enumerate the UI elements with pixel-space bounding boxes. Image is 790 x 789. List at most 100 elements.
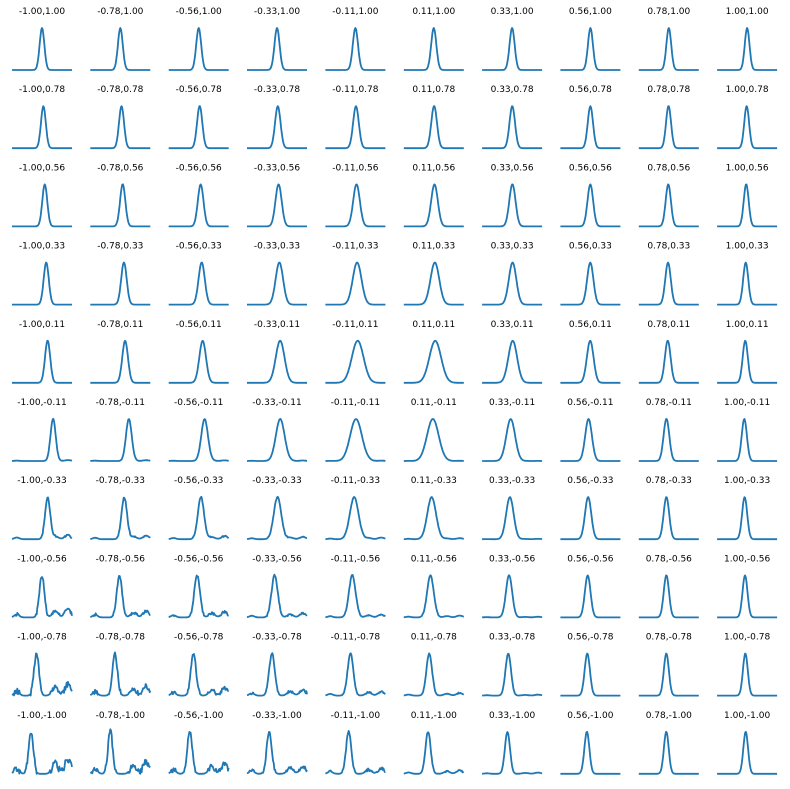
density-curve xyxy=(90,105,151,150)
density-curve xyxy=(246,495,308,541)
panel-title: 0.33,-0.78 xyxy=(489,633,535,643)
panel-title: -0.78,0.11 xyxy=(97,320,143,330)
density-curve xyxy=(168,339,229,384)
panel-title: -0.11,-0.78 xyxy=(331,633,381,643)
density-curve xyxy=(11,27,73,71)
panel: -0.11,1.00 xyxy=(325,7,386,71)
panel: -0.78,-0.33 xyxy=(90,476,151,541)
panel: 0.33,1.00 xyxy=(481,7,543,71)
panel-title: 1.00,0.56 xyxy=(726,163,769,173)
panel-title: 1.00,0.33 xyxy=(726,242,769,252)
panel: 0.11,1.00 xyxy=(403,7,464,71)
density-curve xyxy=(638,574,699,619)
density-curve xyxy=(560,105,621,150)
density-curve xyxy=(168,731,230,775)
density-curve xyxy=(560,496,621,541)
panel: 1.00,-1.00 xyxy=(716,711,778,775)
panel: -1.00,-0.33 xyxy=(11,476,73,541)
panel-title: -0.78,0.56 xyxy=(97,163,143,173)
panel-title: 0.56,-0.33 xyxy=(567,476,613,486)
density-curve xyxy=(325,183,386,228)
panel-title: -0.33,-0.11 xyxy=(252,398,301,408)
panel: 0.78,1.00 xyxy=(638,7,699,71)
panel-title: -0.33,0.33 xyxy=(254,242,300,252)
panel: -0.11,-0.11 xyxy=(325,398,386,462)
density-curve xyxy=(11,576,73,619)
panel: 1.00,0.56 xyxy=(716,163,778,228)
panel: 0.33,-0.11 xyxy=(481,398,543,462)
density-curve xyxy=(11,652,73,697)
panel-title: -0.33,0.56 xyxy=(254,163,300,173)
density-curve xyxy=(638,339,699,384)
panel-title: -0.78,-0.56 xyxy=(96,554,146,564)
panel: -1.00,-0.56 xyxy=(11,554,73,619)
panel: 0.78,0.11 xyxy=(638,320,699,384)
density-curve xyxy=(716,339,778,384)
panel-title: -1.00,0.11 xyxy=(19,320,65,330)
panel: -0.33,0.78 xyxy=(246,85,308,150)
density-curve xyxy=(11,261,73,306)
panel: 0.11,0.56 xyxy=(403,163,464,228)
density-curve xyxy=(325,105,386,150)
density-curve xyxy=(168,183,229,228)
panel: -0.33,0.33 xyxy=(246,242,308,306)
density-curve xyxy=(716,105,778,150)
density-curve xyxy=(481,339,543,384)
panel-title: -0.78,-0.33 xyxy=(96,476,145,486)
panel-title: 0.11,0.11 xyxy=(412,320,455,330)
panel: 1.00,-0.78 xyxy=(716,633,778,697)
panel-title: -0.11,0.56 xyxy=(332,163,378,173)
panel-title: 0.78,1.00 xyxy=(647,7,690,17)
panel-title: 0.78,0.11 xyxy=(647,320,690,330)
panel: 0.78,-0.56 xyxy=(638,554,699,619)
panel-title: -0.56,0.11 xyxy=(176,320,222,330)
panel-title: 0.11,-0.56 xyxy=(411,554,457,564)
density-curve xyxy=(638,105,699,150)
panel-title: -1.00,-0.33 xyxy=(17,476,66,486)
panel: -0.56,-0.11 xyxy=(168,398,229,462)
density-curve xyxy=(11,183,73,228)
density-curve xyxy=(403,574,465,619)
density-curve xyxy=(716,183,778,228)
panel-title: -0.11,-0.11 xyxy=(331,398,380,408)
panel-title: 0.33,0.33 xyxy=(491,242,534,252)
density-curve xyxy=(90,418,151,462)
panel-title: -0.78,0.78 xyxy=(97,85,143,95)
panel: -0.78,-1.00 xyxy=(89,711,151,775)
panel-title: 0.78,-0.11 xyxy=(646,398,692,408)
panel: 0.78,0.56 xyxy=(638,163,699,228)
panel-title: 1.00,-1.00 xyxy=(724,711,770,721)
panel: 0.33,0.11 xyxy=(481,320,543,384)
panel-title: -0.56,-0.56 xyxy=(174,554,224,564)
density-curve xyxy=(403,496,464,541)
panel: -0.11,-0.78 xyxy=(325,633,386,697)
panel-title: -0.56,0.78 xyxy=(176,85,222,95)
panel-title: 0.56,-0.11 xyxy=(567,398,613,408)
density-curve xyxy=(403,731,465,775)
density-curve xyxy=(90,183,151,228)
panel-title: 0.56,1.00 xyxy=(569,7,612,17)
panel: -0.33,-0.11 xyxy=(246,398,308,462)
density-curve xyxy=(560,183,621,228)
panel: -1.00,0.56 xyxy=(11,163,73,228)
panel: -0.78,0.11 xyxy=(90,320,151,384)
panel-title: -1.00,0.33 xyxy=(19,242,65,252)
panel: -0.56,1.00 xyxy=(168,7,229,71)
panel-title: 1.00,0.11 xyxy=(726,320,769,330)
density-curve xyxy=(481,105,543,150)
density-curve xyxy=(168,653,229,697)
panel: -0.11,-1.00 xyxy=(325,711,386,775)
panel: 0.11,-0.78 xyxy=(403,633,465,697)
panel-title: 0.56,0.78 xyxy=(569,85,612,95)
density-curve xyxy=(403,105,464,150)
panel-title: -1.00,-0.78 xyxy=(17,633,67,643)
panel: 0.78,0.78 xyxy=(638,85,699,150)
density-curve xyxy=(716,27,778,71)
panel: -1.00,0.11 xyxy=(11,320,73,384)
panel-title: 0.78,0.78 xyxy=(647,85,690,95)
panel-title: 0.56,0.56 xyxy=(569,163,612,173)
panel: -0.78,-0.56 xyxy=(90,554,151,619)
panel: 0.11,-0.33 xyxy=(403,476,464,541)
panel-title: -1.00,0.78 xyxy=(19,85,65,95)
density-curve xyxy=(638,418,699,462)
